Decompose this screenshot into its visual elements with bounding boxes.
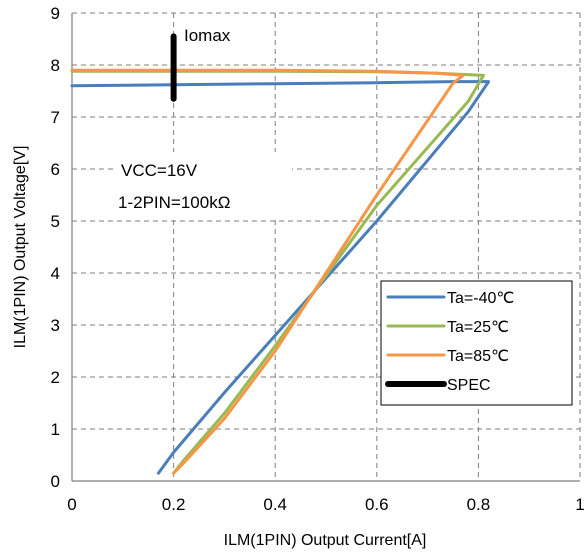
legend-label: SPEC — [447, 377, 491, 394]
series-line-ta-85 — [70, 68, 465, 475]
y-tick-label: 1 — [51, 420, 60, 439]
pin-annotation: 1-2PIN=100kΩ — [118, 193, 230, 212]
series-line-ta-40 — [70, 80, 491, 475]
y-tick-label: 5 — [51, 212, 60, 231]
x-tick-label: 0.8 — [467, 495, 491, 514]
condition-box — [114, 152, 292, 218]
axes — [71, 13, 580, 482]
x-tick-label: 0 — [67, 495, 76, 514]
y-tick-label: 9 — [51, 4, 60, 23]
iomax-annotation: Iomax — [184, 26, 231, 45]
series-group — [70, 33, 491, 475]
tick-labels: 0 1 2 3 4 5 6 7 8 9 0 0.2 0.4 0.6 0.8 1 — [51, 4, 585, 514]
x-tick-label: 1 — [575, 495, 584, 514]
x-axis-title: ILM(1PIN) Output Current[A] — [224, 532, 427, 549]
y-tick-label: 3 — [51, 316, 60, 335]
x-tick-label: 0.6 — [365, 495, 389, 514]
legend: Ta=-40℃ Ta=25℃ Ta=85℃ SPEC — [380, 280, 573, 406]
y-tick-label: 7 — [51, 108, 60, 127]
vcc-annotation: VCC=16V — [121, 161, 198, 180]
y-tick-label: 2 — [51, 368, 60, 387]
y-axis-title: ILM(1PIN) Output Voltage[V] — [12, 146, 29, 349]
y-tick-label: 0 — [51, 472, 60, 491]
legend-label: Ta=-40℃ — [447, 290, 514, 307]
y-tick-label: 6 — [51, 160, 60, 179]
y-tick-label: 4 — [51, 264, 60, 283]
legend-label: Ta=25℃ — [447, 319, 509, 336]
y-tick-label: 8 — [51, 56, 60, 75]
legend-label: Ta=85℃ — [447, 348, 509, 365]
x-tick-label: 0.2 — [162, 495, 186, 514]
x-tick-label: 0.4 — [263, 495, 287, 514]
